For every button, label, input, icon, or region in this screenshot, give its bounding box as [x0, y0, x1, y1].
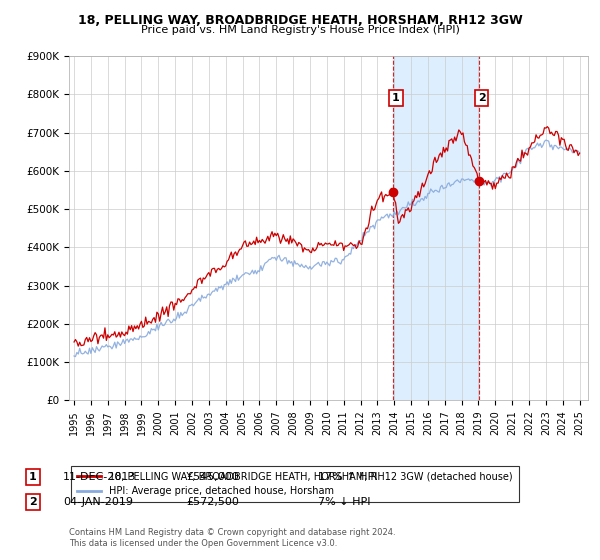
- Text: 04-JAN-2019: 04-JAN-2019: [63, 497, 133, 507]
- Text: £545,000: £545,000: [186, 472, 239, 482]
- Text: 1: 1: [392, 93, 400, 103]
- Text: Price paid vs. HM Land Registry's House Price Index (HPI): Price paid vs. HM Land Registry's House …: [140, 25, 460, 35]
- Text: 18, PELLING WAY, BROADBRIDGE HEATH, HORSHAM, RH12 3GW: 18, PELLING WAY, BROADBRIDGE HEATH, HORS…: [77, 14, 523, 27]
- Text: 2: 2: [29, 497, 37, 507]
- Text: 1: 1: [29, 472, 37, 482]
- Text: 7% ↓ HPI: 7% ↓ HPI: [318, 497, 371, 507]
- Text: 2: 2: [478, 93, 485, 103]
- Text: 17% ↑ HPI: 17% ↑ HPI: [318, 472, 377, 482]
- Bar: [394, 56, 479, 400]
- Text: Contains HM Land Registry data © Crown copyright and database right 2024.
This d: Contains HM Land Registry data © Crown c…: [69, 528, 395, 548]
- Legend: 18, PELLING WAY, BROADBRIDGE HEATH, HORSHAM, RH12 3GW (detached house), HPI: Ave: 18, PELLING WAY, BROADBRIDGE HEATH, HORS…: [71, 465, 518, 502]
- Text: £572,500: £572,500: [186, 497, 239, 507]
- Text: 11-DEC-2013: 11-DEC-2013: [63, 472, 136, 482]
